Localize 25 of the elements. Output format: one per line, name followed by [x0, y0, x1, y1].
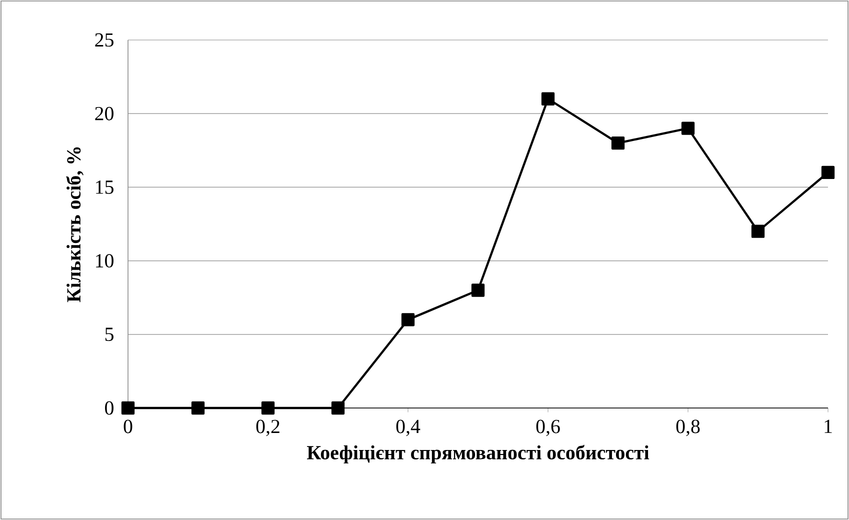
- x-tick-label: 0,8: [676, 420, 700, 436]
- point: [611, 136, 625, 150]
- x-tick-label: 1: [824, 420, 832, 433]
- point: [821, 166, 835, 180]
- point: [471, 284, 485, 297]
- point: [681, 122, 695, 135]
- y-tick-label: 10: [96, 254, 114, 268]
- x-tick-label: 0: [124, 420, 132, 434]
- x-tick-label: 0,6: [536, 420, 560, 436]
- y-tick-label: 0: [105, 401, 114, 415]
- y-tick-label: 15: [96, 180, 114, 194]
- point: [261, 401, 275, 415]
- point: [541, 92, 555, 106]
- point: [751, 224, 765, 238]
- point: [331, 401, 345, 415]
- point: [401, 313, 415, 326]
- y-axis-title: Кількість осіб, %: [66, 147, 84, 302]
- y-tick-label: 5: [105, 328, 114, 342]
- y-tick-label: 25: [95, 33, 114, 47]
- y-tick-label: 20: [95, 106, 114, 120]
- point: [121, 401, 135, 415]
- x-tick-label: 0,2: [256, 420, 280, 436]
- x-axis-title: Коефіцієнт спрямованості особистості: [307, 444, 650, 464]
- x-tick-label: 0,4: [396, 420, 420, 436]
- point: [191, 401, 205, 415]
